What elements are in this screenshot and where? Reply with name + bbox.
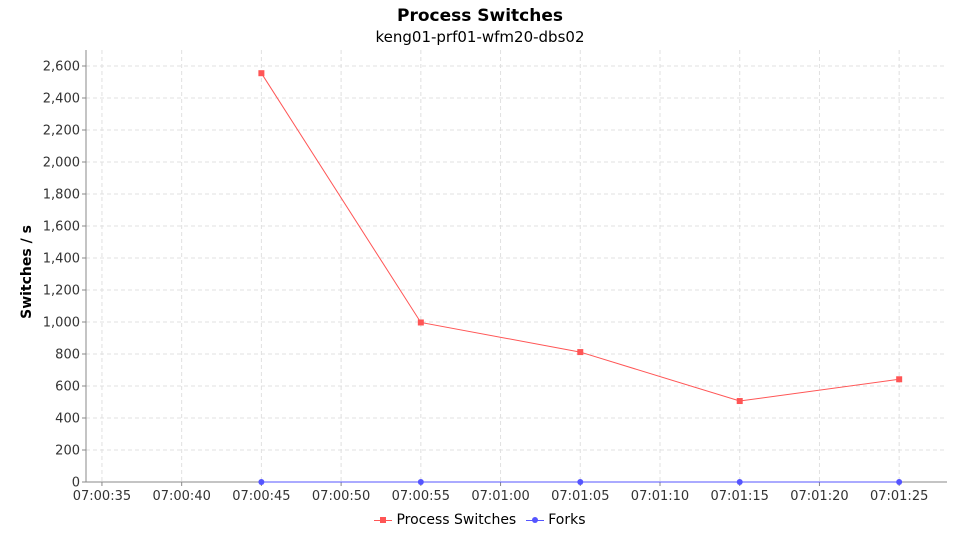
- y-tick-label: 1,600: [43, 220, 80, 235]
- x-tick-label: 07:01:25: [870, 489, 928, 504]
- x-tick-label: 07:01:15: [711, 489, 769, 504]
- data-point-process-switches: [736, 398, 743, 405]
- data-point-forks: [417, 479, 424, 485]
- legend-label: Process Switches: [396, 512, 517, 528]
- chart-subtitle: keng01-prf01-wfm20-dbs02: [375, 28, 585, 46]
- data-point-process-switches: [258, 70, 265, 77]
- y-tick-label: 1,200: [43, 284, 80, 299]
- y-tick-label: 600: [55, 380, 80, 395]
- legend-label: Forks: [548, 512, 586, 528]
- tick-labels: 0 200 400 600 800 1,000 1,200 1,400 1,600 1,800 2,…: [43, 60, 929, 505]
- y-tick-label: 800: [55, 348, 80, 363]
- chart-title: Process Switches: [396, 6, 563, 26]
- legend-item-forks: Forks: [526, 512, 586, 528]
- y-axis-label: Switches / s: [19, 225, 35, 319]
- x-tick-label: 07:01:20: [790, 489, 848, 504]
- legend: Process Switches Forks: [0, 512, 960, 528]
- data-point-forks: [577, 479, 584, 485]
- data-point-process-switches: [577, 349, 584, 356]
- y-tick-label: 200: [55, 444, 80, 459]
- y-tick-label: 1,800: [43, 188, 80, 203]
- x-tick-label: 07:00:35: [73, 489, 131, 504]
- x-tick-label: 07:00:50: [312, 489, 370, 504]
- x-tick-label: 07:00:40: [152, 489, 210, 504]
- legend-swatch-circle-icon: [526, 515, 545, 525]
- y-tick-label: 2,000: [43, 156, 80, 171]
- grid-lines: [86, 50, 947, 482]
- y-tick-label: 2,200: [43, 124, 80, 139]
- x-tick-label: 07:00:55: [392, 489, 450, 504]
- y-tick-label: 1,400: [43, 252, 80, 267]
- data-point-process-switches: [417, 319, 424, 326]
- series-group: [258, 70, 903, 485]
- data-point-forks: [736, 479, 743, 485]
- legend-item-process-switches: Process Switches: [374, 512, 516, 528]
- axes: [82, 50, 947, 486]
- data-point-forks: [258, 479, 265, 485]
- x-tick-label: 07:01:00: [471, 489, 529, 504]
- y-tick-label: 1,000: [43, 316, 80, 331]
- y-tick-label: 0: [72, 476, 80, 491]
- data-point-forks: [896, 479, 903, 485]
- legend-swatch-square-icon: [374, 515, 393, 525]
- x-tick-label: 07:01:05: [551, 489, 609, 504]
- y-tick-label: 400: [55, 412, 80, 427]
- x-tick-label: 07:00:45: [232, 489, 290, 504]
- y-tick-label: 2,400: [43, 92, 80, 107]
- y-tick-label: 2,600: [43, 60, 80, 75]
- x-tick-label: 07:01:10: [631, 489, 689, 504]
- data-point-process-switches: [896, 376, 903, 383]
